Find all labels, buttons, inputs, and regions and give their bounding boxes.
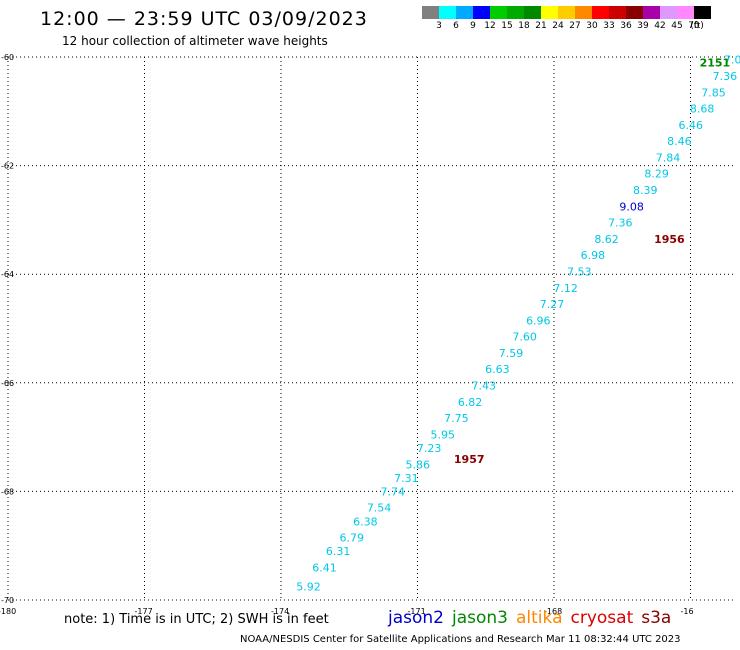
wave-height-value: 7.75 [444,412,469,425]
color-swatch [660,6,677,19]
wave-height-value: 7.27 [540,298,565,311]
color-scale-label: 24 [552,21,564,31]
color-swatch [626,6,643,19]
longitude-tick-label: -180 [0,607,16,616]
longitude-tick-label: -177 [135,607,153,616]
mission-s3a: s3a [641,608,672,628]
color-swatch [439,6,456,19]
wave-height-value: 7.23 [417,442,442,455]
color-swatch [490,6,507,19]
track-points: 5.92 6.41 6.316.79 6.387.54 7.747.315.86 7.23… [296,54,740,594]
color-swatch [592,6,609,19]
wave-height-value: 7.84 [656,151,681,164]
wave-height-value: 8.62 [594,233,619,246]
wave-height-value: 5.86 [406,458,431,471]
color-swatch [473,6,490,19]
color-swatch [575,6,592,19]
color-scale-label: 18 [518,21,530,31]
latitude-tick-label: -62 [1,162,14,171]
map-subtitle: 12 hour collection of altimeter wave hei… [62,34,328,48]
wave-height-value: 8.39 [633,184,658,197]
color-swatch [422,6,439,19]
color-scale-label: 12 [484,21,496,31]
wave-height-value: 7.54 [367,502,392,515]
longitude-tick-label: -168 [544,607,562,616]
latitude-tick-label: -64 [1,270,14,279]
time-labels: 1956 1957 2151 [454,56,730,465]
color-swatch [507,6,524,19]
credit-line: NOAA/NESDIS Center for Satellite Applica… [240,634,681,645]
color-swatch [558,6,575,19]
wave-height-value: 6.96 [526,314,551,327]
wave-height-value: 5.92 [296,580,321,593]
wave-height-value: 7.74 [380,485,405,498]
wave-height-value: 8.68 [690,103,715,116]
wave-height-value: 6.79 [340,532,365,545]
longitude-tick-label: -16 [681,607,694,616]
wave-height-value: 6.63 [485,363,510,376]
wave-height-value: 6.31 [326,545,351,558]
color-scale-label: 21 [535,21,547,31]
color-swatch [609,6,626,19]
map-grid [7,56,736,601]
footer-note: note: 1) Time is in UTC; 2) SWH is in fe… [64,612,329,627]
wave-height-value: 6.82 [458,396,483,409]
wave-height-value: 7.12 [553,282,578,295]
wave-height-value: 9.08 [619,200,644,213]
longitude-tick-label: -174 [271,607,289,616]
wave-height-value: 7.31 [394,472,419,485]
mission-legend: jason2 jason3 altika cryosat s3a [388,608,679,628]
color-swatch [524,6,541,19]
map-title: 12:00 — 23:59 UTC 03/09/2023 [40,8,368,30]
mission-jason2: jason2 [388,608,444,628]
wave-height-value: 6.38 [353,515,378,528]
latitude-tick-label: -70 [1,596,14,605]
mission-cryosat: cryosat [570,608,634,628]
wave-height-value: 7.43 [471,380,496,393]
color-scale-label: 27 [569,21,581,31]
wave-height-value: 7.36 [713,70,738,83]
color-swatch [643,6,660,19]
latitude-tick-label: -68 [1,487,14,496]
wave-height-value: 6.98 [581,249,606,262]
wave-height-value: 7.36 [608,217,633,230]
color-scale-label: 9 [470,21,476,31]
latitude-tick-label: -66 [1,379,14,388]
color-swatch [456,6,473,19]
mission-altika: altika [516,608,563,628]
latitude-tick-label: -60 [1,53,14,62]
color-swatch [677,6,694,19]
mission-jason3: jason3 [452,608,508,628]
color-scale-label: 30 [586,21,598,31]
wave-height-value: 5.95 [431,428,456,441]
longitude-tick-label: -171 [408,607,426,616]
color-scale-label: 45 [671,21,683,31]
wave-height-value: 6.46 [679,119,704,132]
color-scale-label: 15 [501,21,513,31]
wave-height-value: 7.04 [724,54,740,67]
wave-height-value: 7.59 [499,347,524,360]
pass-time-label: 2151 [700,56,731,69]
color-scale-label: 70 [688,21,700,31]
wave-height-value: 8.46 [667,135,692,148]
wave-height-value: 6.41 [312,561,337,574]
wave-height-value: 8.29 [644,168,669,181]
color-scale-label: 42 [654,21,666,31]
map-axes: -180 -177 -174 -171 -168 -16 -60 -62 -64 -66 -68 -7… [0,53,694,616]
color-swatch [541,6,558,19]
color-scale-label: 3 [436,21,442,31]
color-scale-unit: (ft) [690,21,704,31]
color-scale-label: 6 [453,21,459,31]
color-swatch [694,6,711,19]
color-scale-label: 33 [603,21,615,31]
wave-height-value: 7.53 [567,265,592,278]
pass-time-label: 1956 [654,233,685,246]
pass-time-label: 1957 [454,453,485,466]
color-scale-label: 39 [637,21,649,31]
wave-height-value: 7.85 [701,86,726,99]
wave-height-value: 7.60 [512,331,537,344]
color-scale-label: 36 [620,21,632,31]
